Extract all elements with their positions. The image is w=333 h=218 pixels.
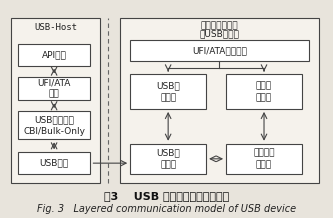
Text: 图3    USB 设备软件分层通信模型: 图3 USB 设备软件分层通信模型: [104, 191, 229, 201]
FancyBboxPatch shape: [130, 74, 206, 109]
Text: Fig. 3   Layered communication model of USB device: Fig. 3 Layered communication model of US…: [37, 204, 296, 214]
Text: USB总
线接口: USB总 线接口: [156, 148, 180, 169]
Text: USB-Host: USB-Host: [34, 23, 77, 32]
FancyBboxPatch shape: [18, 152, 91, 174]
FancyBboxPatch shape: [120, 18, 319, 183]
FancyBboxPatch shape: [130, 144, 206, 174]
FancyBboxPatch shape: [226, 144, 302, 174]
FancyBboxPatch shape: [18, 77, 91, 100]
Text: USB总线: USB总线: [40, 159, 69, 168]
Text: UFI/ATA命令处理: UFI/ATA命令处理: [192, 46, 247, 55]
Text: USB协
议处理: USB协 议处理: [156, 81, 180, 102]
FancyBboxPatch shape: [18, 44, 91, 66]
Text: 存储介质
如闪存: 存储介质 如闪存: [253, 148, 275, 169]
FancyBboxPatch shape: [226, 74, 302, 109]
FancyBboxPatch shape: [18, 111, 91, 139]
Text: 存储介
质接口: 存储介 质接口: [256, 81, 272, 102]
Text: UFI/ATA
驱动: UFI/ATA 驱动: [37, 78, 71, 99]
Text: API接口: API接口: [42, 50, 67, 59]
Text: 大容量存储设备: 大容量存储设备: [200, 21, 238, 30]
FancyBboxPatch shape: [11, 18, 100, 183]
Text: USB传输驱动
CBI/Bulk-Only: USB传输驱动 CBI/Bulk-Only: [23, 115, 85, 136]
FancyBboxPatch shape: [130, 40, 309, 61]
Text: （USB外设）: （USB外设）: [199, 30, 239, 39]
